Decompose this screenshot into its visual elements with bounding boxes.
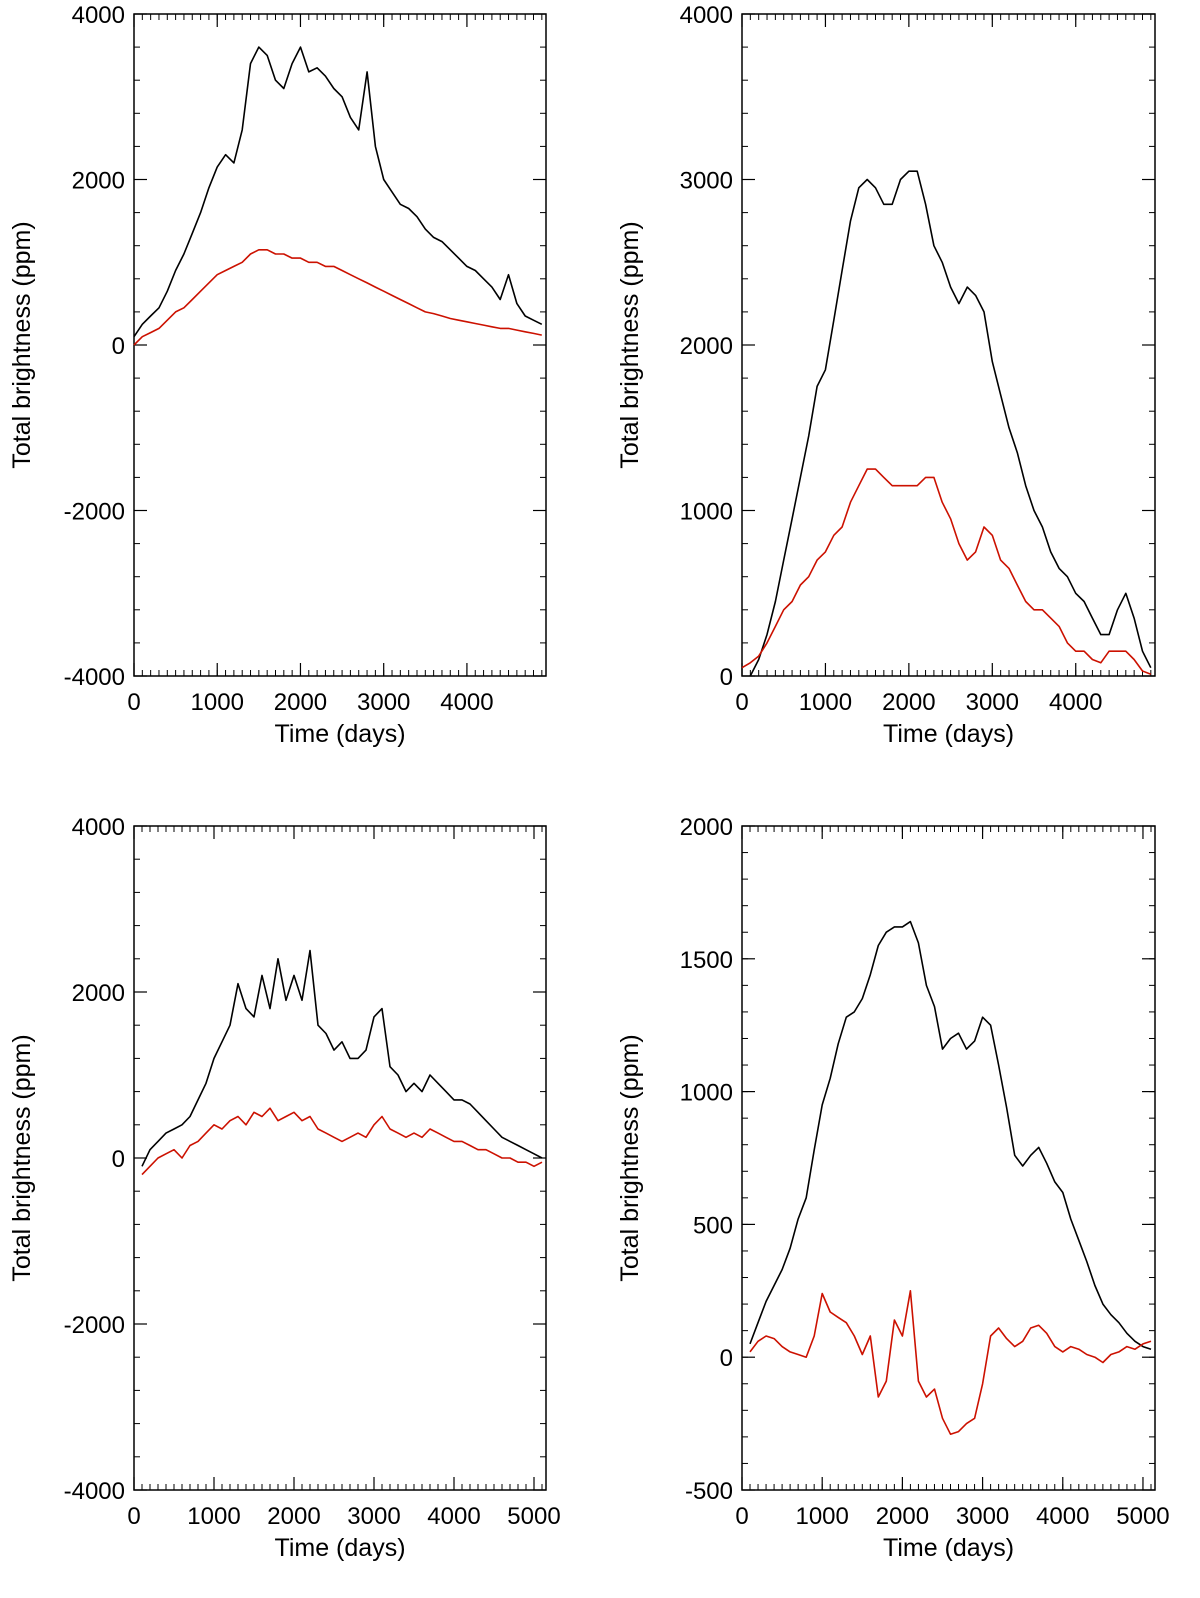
- x-tick-label: 2000: [876, 1503, 929, 1530]
- y-tick-label: 1000: [680, 499, 733, 526]
- series-black-line: [749, 170, 1152, 677]
- x-tick-label: 1000: [187, 1503, 240, 1530]
- y-tick-label: 3000: [680, 168, 733, 195]
- x-tick-label: 0: [127, 689, 140, 716]
- series-red-line: [749, 1290, 1152, 1435]
- series-red-line: [741, 468, 1152, 676]
- x-tick-label: 3000: [956, 1503, 1009, 1530]
- y-tick-label: 2000: [72, 168, 125, 195]
- y-tick-label: 2000: [72, 980, 125, 1007]
- y-axis-title: Total brightness (ppm): [8, 1034, 36, 1281]
- panel-top-right: 0 1000 2000 3000 4000 0 1000 2000 3000 4000 Time (…: [616, 2, 1156, 748]
- panel-bottom-right: 0 1000 2000 3000 4000 5000-500050010001500200…: [616, 814, 1170, 1562]
- x-tick-label: 5000: [1116, 1503, 1169, 1530]
- series-red-line: [133, 249, 542, 346]
- x-tick-label: 2000: [274, 689, 327, 716]
- y-tick-label: 2000: [680, 814, 733, 841]
- y-tick-label: 0: [112, 333, 125, 360]
- plot-frame: [133, 13, 547, 677]
- x-tick-label: 0: [127, 1503, 140, 1530]
- x-tick-label: 0: [735, 1503, 748, 1530]
- y-tick-label: -4000: [64, 1478, 125, 1505]
- y-tick-label: 4000: [72, 814, 125, 841]
- x-tick-label: 3000: [966, 689, 1019, 716]
- y-tick-label: 0: [112, 1146, 125, 1173]
- x-axis-title: Time (days): [883, 720, 1014, 748]
- plot-frame: [741, 825, 1156, 1491]
- x-tick-label: 4000: [440, 689, 493, 716]
- x-tick-label: 3000: [357, 689, 410, 716]
- y-tick-label: -2000: [64, 499, 125, 526]
- y-tick-label: -500: [685, 1478, 733, 1505]
- x-axis-title: Time (days): [274, 720, 405, 748]
- series-red-line: [141, 1107, 543, 1176]
- series-black-line: [141, 949, 543, 1167]
- panel-top-left: 0 1000 2000 3000 4000 -4000 -2000 0 2000 4000 Time…: [8, 2, 547, 748]
- y-tick-label: 1500: [680, 947, 733, 974]
- x-axis-title: Time (days): [883, 1534, 1014, 1562]
- panel-bottom-left: 0 1000 2000 3000 4000 5000 -4000 -2000 0 2000 4000…: [8, 814, 561, 1562]
- y-tick-label: 4000: [72, 2, 125, 29]
- series-black-line: [133, 46, 543, 338]
- y-tick-label: 4000: [680, 2, 733, 29]
- series-black-line: [749, 920, 1152, 1350]
- x-tick-label: 4000: [1049, 689, 1102, 716]
- x-tick-label: 1000: [191, 689, 244, 716]
- x-tick-label: 1000: [799, 689, 852, 716]
- x-tick-label: 2000: [267, 1503, 320, 1530]
- y-tick-label: 0: [720, 1345, 733, 1372]
- x-tick-label: 5000: [507, 1503, 560, 1530]
- x-tick-label: 4000: [427, 1503, 480, 1530]
- y-tick-label: -2000: [64, 1312, 125, 1339]
- x-tick-label: 4000: [1036, 1503, 1089, 1530]
- y-axis-title: Total brightness (ppm): [616, 221, 644, 468]
- plot-frame: [133, 825, 547, 1491]
- y-tick-label: 2000: [680, 333, 733, 360]
- x-tick-label: 3000: [347, 1503, 400, 1530]
- x-tick-label: 0: [735, 689, 748, 716]
- y-tick-label: 0: [720, 664, 733, 691]
- y-tick-label: 1000: [680, 1080, 733, 1107]
- y-tick-label: 500: [693, 1212, 733, 1239]
- x-axis-title: Time (days): [274, 1534, 405, 1562]
- y-tick-label: -4000: [64, 664, 125, 691]
- x-tick-label: 2000: [882, 689, 935, 716]
- y-axis-title: Total brightness (ppm): [616, 1034, 644, 1281]
- y-axis-title: Total brightness (ppm): [8, 221, 36, 468]
- plot-frame: [741, 13, 1156, 677]
- x-tick-label: 1000: [795, 1503, 848, 1530]
